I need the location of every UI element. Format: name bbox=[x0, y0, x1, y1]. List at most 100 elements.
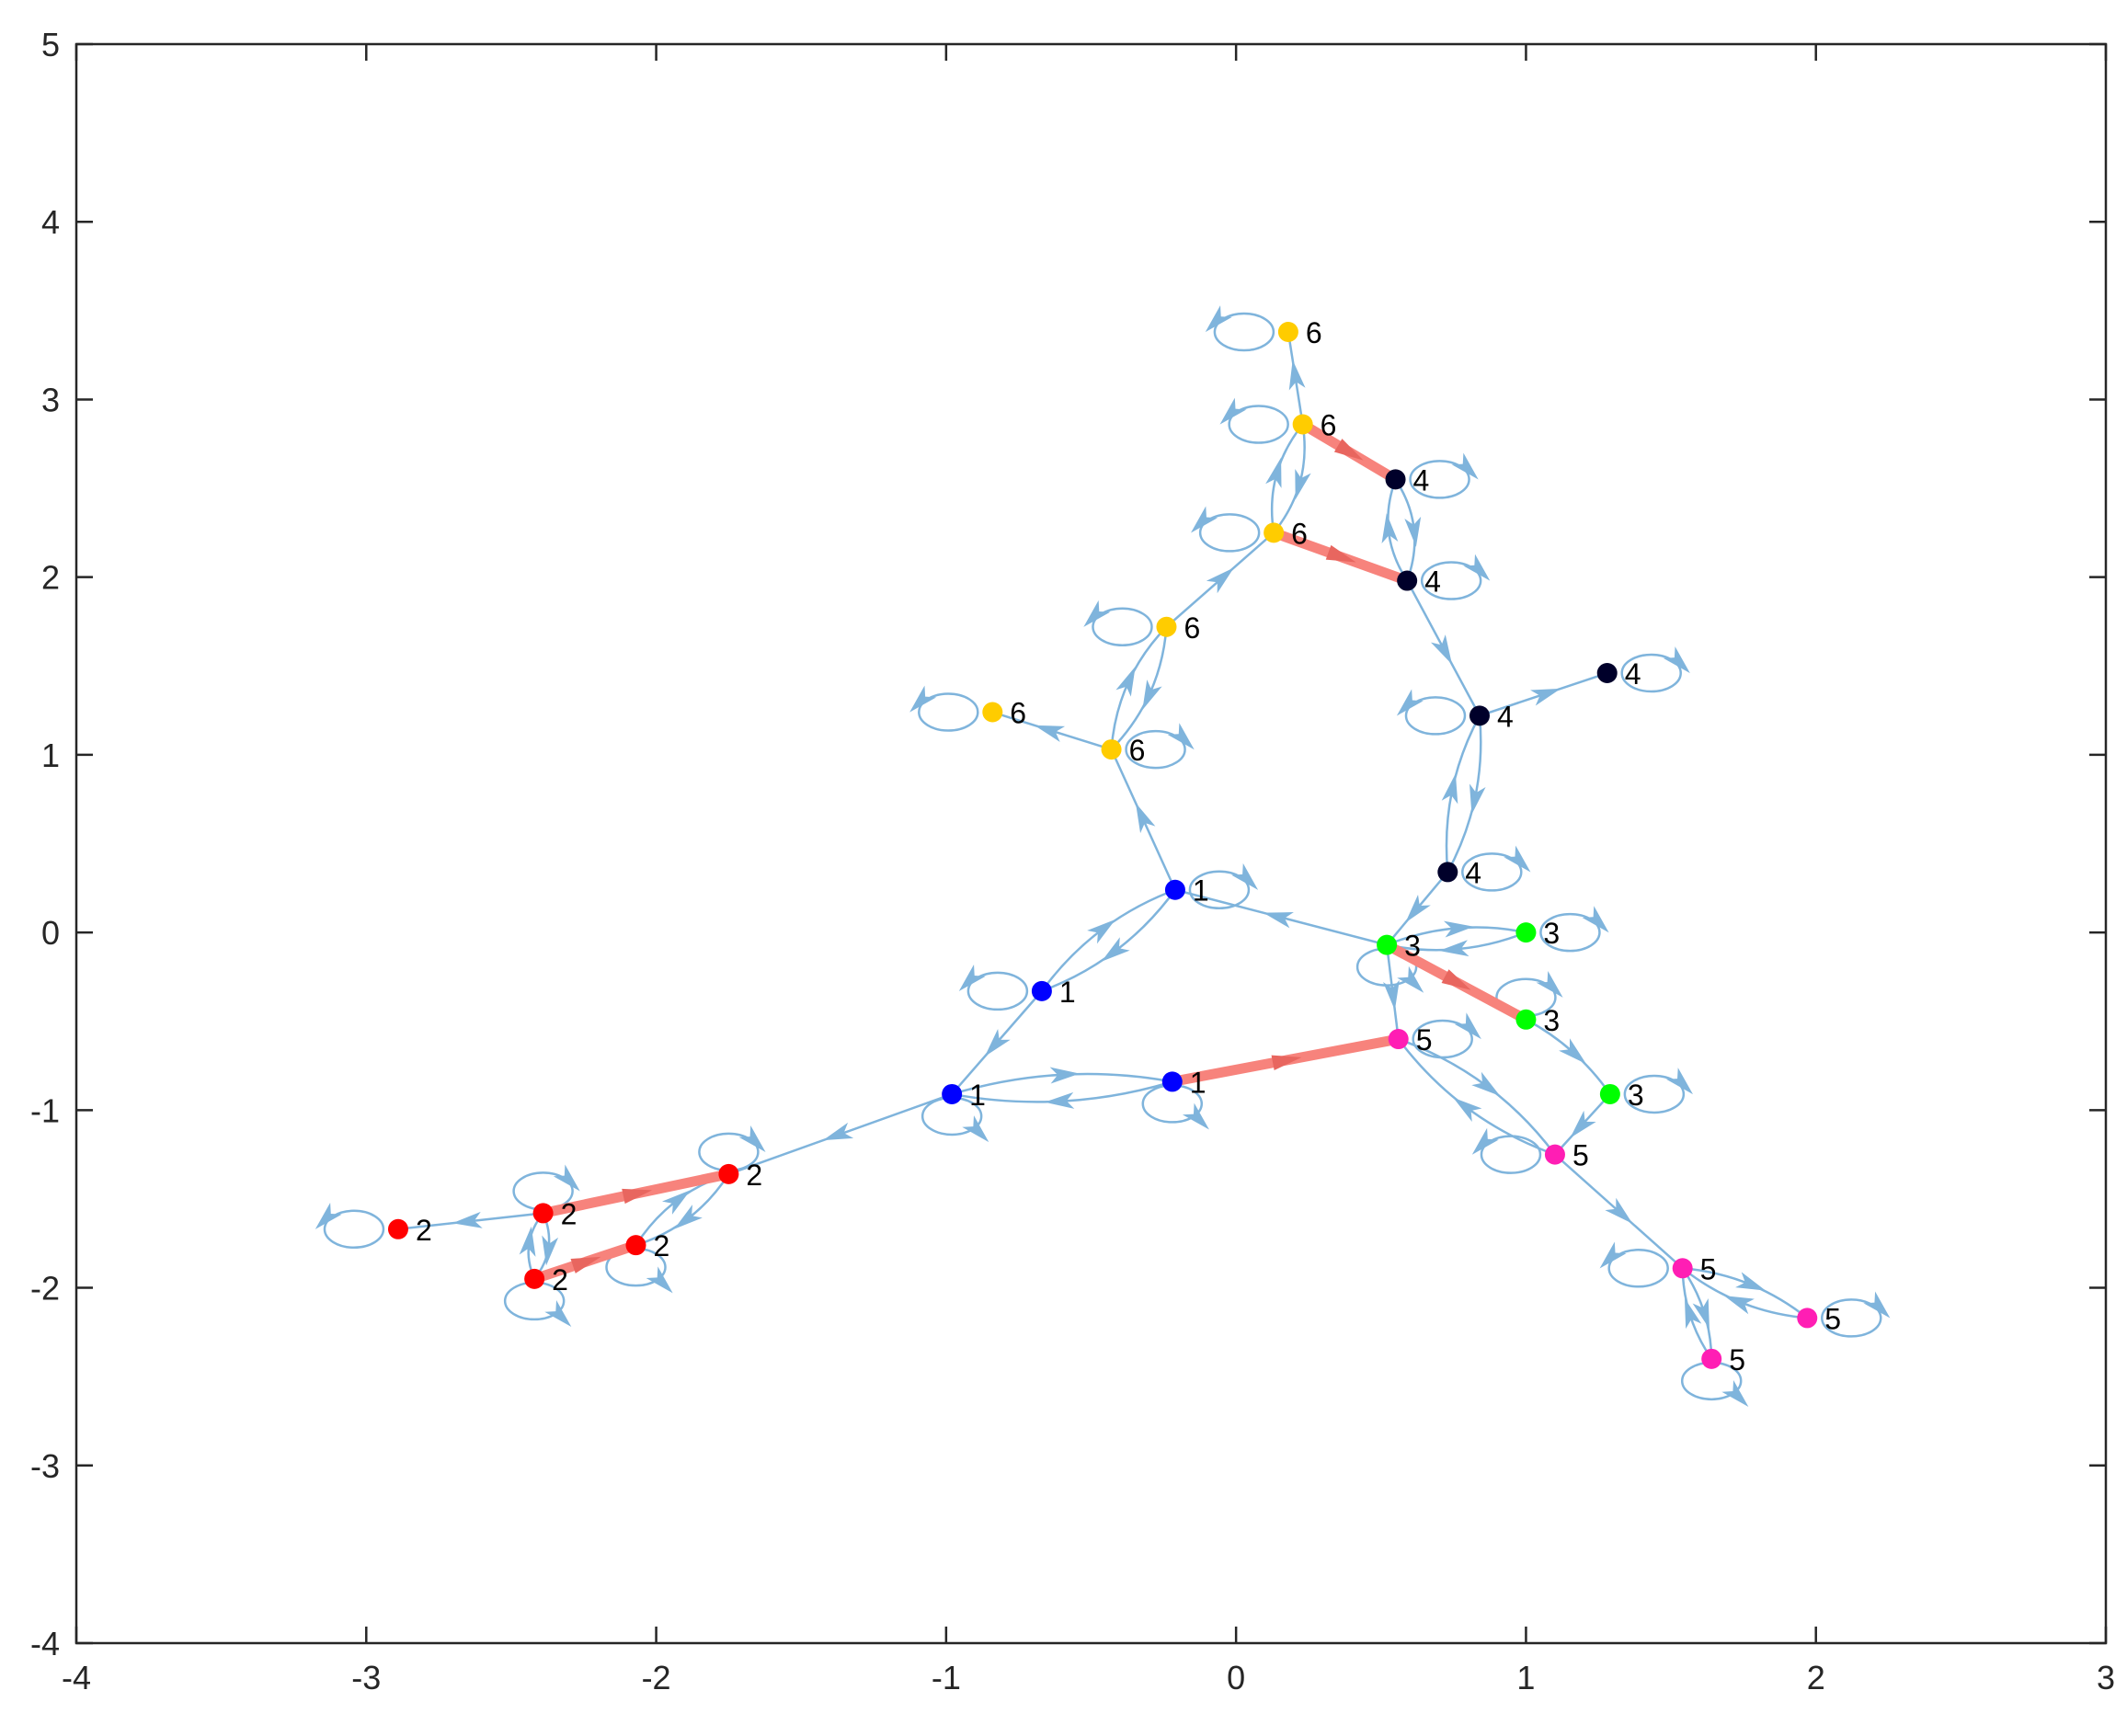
self-loop-arrow bbox=[1536, 970, 1563, 998]
highlight-edge-arrow bbox=[570, 1256, 601, 1273]
self-loop bbox=[1409, 460, 1470, 499]
node-label: 5 bbox=[1572, 1139, 1589, 1172]
self-loop bbox=[1213, 312, 1275, 352]
self-loop-arrow bbox=[1582, 906, 1609, 933]
self-loop-arrow bbox=[1083, 600, 1111, 627]
self-loop-arrow bbox=[1454, 1012, 1481, 1040]
self-loop-arrow bbox=[1721, 1379, 1749, 1407]
node-label: 4 bbox=[1413, 463, 1430, 497]
edge-arrow bbox=[1441, 773, 1458, 805]
axes-frame bbox=[74, 42, 2108, 1645]
edge-arrow bbox=[1723, 1296, 1755, 1315]
self-loop bbox=[1539, 912, 1601, 953]
edge-arrow bbox=[1115, 666, 1136, 697]
node-label: 2 bbox=[561, 1197, 577, 1230]
graph-node-d3 bbox=[1596, 663, 1618, 684]
node-label: 4 bbox=[1497, 700, 1514, 733]
graph-node-c3 bbox=[1515, 1009, 1537, 1030]
self-loop bbox=[918, 692, 979, 732]
y-tick-label: -4 bbox=[30, 1625, 60, 1662]
graph-node-d5 bbox=[1385, 469, 1406, 490]
node-label: 5 bbox=[1824, 1302, 1841, 1335]
edge-arrow bbox=[542, 1235, 559, 1266]
edge-arrow bbox=[1101, 937, 1130, 962]
graph-node-e5 bbox=[1701, 1348, 1722, 1369]
edge-arrow bbox=[1453, 1097, 1482, 1122]
graph-node-d4 bbox=[1397, 570, 1418, 591]
highlight-edge-arrow bbox=[1333, 439, 1364, 461]
x-tick-label: 3 bbox=[2097, 1659, 2115, 1696]
graph-node-f1 bbox=[1101, 739, 1122, 760]
graph-node-a1 bbox=[1164, 879, 1185, 900]
edge-arrow bbox=[1438, 940, 1469, 957]
graph-node-d2 bbox=[1469, 705, 1490, 726]
node-label: 2 bbox=[416, 1214, 432, 1247]
graph-node-c2 bbox=[1515, 922, 1537, 943]
self-loop-arrow bbox=[1599, 1241, 1627, 1269]
graph-node-c1 bbox=[1377, 934, 1398, 955]
y-tick-label: 5 bbox=[41, 26, 60, 63]
node-label: 1 bbox=[969, 1079, 986, 1112]
self-loop bbox=[1420, 561, 1482, 600]
highlight-edge-layer bbox=[529, 418, 1531, 1285]
axis-tick-labels: -4 -3 -2 -1 0 1 2 3 -4 -3 -2 -1 0 1 2 3 4 5 bbox=[30, 26, 2115, 1696]
node-label: 5 bbox=[1700, 1252, 1717, 1285]
graph-node-c4 bbox=[1599, 1083, 1620, 1104]
node-label: 3 bbox=[1543, 1004, 1560, 1037]
node-label: 2 bbox=[654, 1229, 670, 1262]
graph-node-e4 bbox=[1797, 1308, 1818, 1329]
graph-node-f3 bbox=[1156, 616, 1177, 637]
node-label: 2 bbox=[746, 1159, 762, 1192]
self-loop-arrow bbox=[1219, 397, 1247, 425]
self-loop bbox=[1092, 607, 1153, 647]
self-loop-arrow bbox=[1396, 689, 1424, 716]
node-label: 1 bbox=[1193, 874, 1209, 908]
self-loop-arrow bbox=[1863, 1291, 1891, 1319]
self-loop-arrow bbox=[738, 1125, 766, 1153]
self-loop-arrow bbox=[1190, 506, 1218, 533]
self-loop-arrow bbox=[1451, 452, 1479, 480]
edge-arrow bbox=[1288, 360, 1306, 391]
graph-node-f6 bbox=[1277, 322, 1298, 343]
edge-arrow bbox=[1295, 468, 1311, 500]
self-loop bbox=[1188, 870, 1251, 909]
node-label: 3 bbox=[1628, 1079, 1644, 1112]
self-loop-arrow bbox=[1167, 723, 1195, 750]
graph-node-d1 bbox=[1437, 862, 1458, 883]
x-tick-label: 0 bbox=[1227, 1659, 1245, 1696]
edge-arrow bbox=[1443, 920, 1474, 938]
graph-node-e1 bbox=[1388, 1029, 1409, 1050]
node-label-layer: 1 1 1 1 2 2 2 2 2 3 3 3 3 4 4 4 4 4 5 5 5 5 5 6 6 6 6 6 6 bbox=[416, 316, 1841, 1376]
self-loop-arrow bbox=[1182, 1102, 1209, 1130]
edge-arrow bbox=[1135, 803, 1156, 834]
self-loop-arrow bbox=[909, 685, 937, 713]
self-loop bbox=[323, 1209, 385, 1250]
y-tick-label: -2 bbox=[30, 1270, 60, 1308]
edge-arrow bbox=[1087, 919, 1116, 944]
edge-arrow bbox=[1605, 1197, 1633, 1224]
graph-node-a4 bbox=[1161, 1071, 1183, 1092]
edge-arrow bbox=[519, 1226, 536, 1257]
x-tick-label: 1 bbox=[1516, 1659, 1535, 1696]
node-label: 3 bbox=[1404, 930, 1421, 963]
graph-node-a2 bbox=[1031, 980, 1052, 1001]
self-loop bbox=[1620, 653, 1682, 693]
node-label: 2 bbox=[552, 1263, 568, 1296]
node-label: 4 bbox=[1625, 657, 1641, 691]
x-tick-label: -1 bbox=[932, 1659, 961, 1696]
y-tick-label: 4 bbox=[41, 203, 60, 241]
graph-node-b5 bbox=[387, 1218, 408, 1239]
node-layer bbox=[387, 322, 1818, 1369]
graph-node-e3 bbox=[1672, 1258, 1693, 1279]
graph-node-b3 bbox=[625, 1235, 646, 1256]
self-loop bbox=[1198, 513, 1261, 553]
self-loop bbox=[966, 971, 1029, 1011]
self-loop-layer bbox=[314, 305, 1891, 1407]
edge-arrow bbox=[661, 1190, 691, 1215]
y-tick-label: -1 bbox=[30, 1091, 60, 1129]
self-loop-arrow bbox=[1231, 862, 1259, 890]
node-label: 6 bbox=[1306, 316, 1322, 349]
self-loop-arrow bbox=[1463, 554, 1491, 581]
self-loop-arrow bbox=[958, 965, 986, 992]
